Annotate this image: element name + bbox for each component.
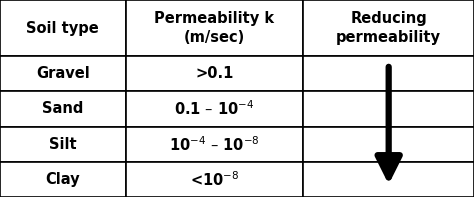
Bar <box>303 0 474 56</box>
Text: Clay: Clay <box>46 172 80 187</box>
Bar <box>0 0 126 56</box>
Bar <box>126 0 303 56</box>
Bar <box>126 127 303 162</box>
Bar <box>126 162 303 197</box>
Bar <box>0 56 126 91</box>
Bar <box>303 56 474 91</box>
Text: Reducing
permeability: Reducing permeability <box>336 11 441 45</box>
Text: Permeability k
(m/sec): Permeability k (m/sec) <box>155 11 274 45</box>
Text: Soil type: Soil type <box>27 20 99 36</box>
Bar <box>126 56 303 91</box>
Bar <box>303 127 474 162</box>
Bar <box>126 91 303 126</box>
Bar <box>303 91 474 126</box>
Text: 10$^{-4}$ – 10$^{-8}$: 10$^{-4}$ – 10$^{-8}$ <box>169 135 260 153</box>
Text: <10$^{-8}$: <10$^{-8}$ <box>190 170 239 189</box>
Bar <box>0 127 126 162</box>
Bar <box>0 91 126 126</box>
Bar <box>303 162 474 197</box>
Text: 0.1 – 10$^{-4}$: 0.1 – 10$^{-4}$ <box>174 100 255 118</box>
Text: Gravel: Gravel <box>36 66 90 81</box>
Bar <box>0 162 126 197</box>
Text: Sand: Sand <box>42 101 83 116</box>
Text: >0.1: >0.1 <box>195 66 234 81</box>
Text: Silt: Silt <box>49 137 77 152</box>
